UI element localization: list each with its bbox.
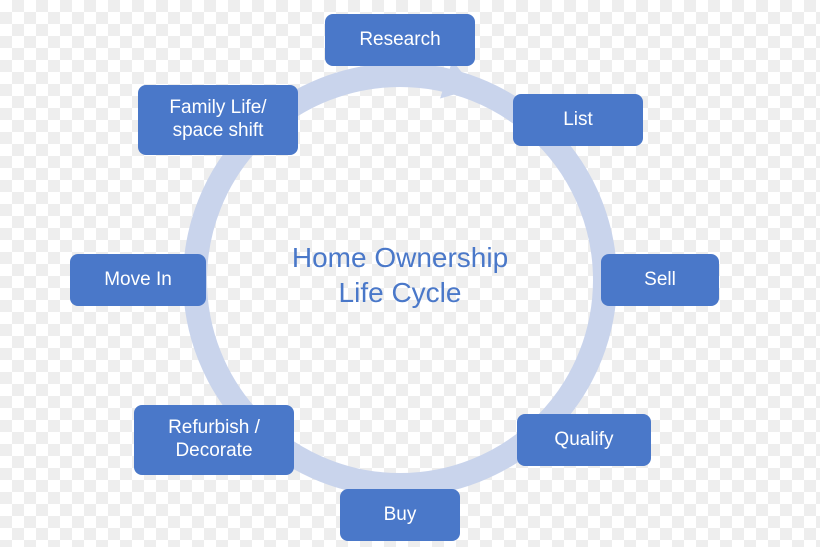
cycle-node-label: Sell <box>644 269 676 292</box>
cycle-node-label: Refurbish / Decorate <box>168 417 260 463</box>
cycle-node-refurbish: Refurbish / Decorate <box>134 405 294 475</box>
cycle-node-sell: Sell <box>601 254 719 306</box>
cycle-node-research: Research <box>325 14 475 66</box>
diagram-title: Home Ownership Life Cycle <box>240 240 560 310</box>
cycle-node-family: Family Life/ space shift <box>138 85 298 155</box>
cycle-node-label: Qualify <box>554 429 613 452</box>
cycle-node-label: Research <box>359 29 440 52</box>
cycle-node-list: List <box>513 94 643 146</box>
cycle-node-movein: Move In <box>70 254 206 306</box>
diagram-stage: Home Ownership Life Cycle Research List Se… <box>0 0 820 547</box>
cycle-node-label: Family Life/ space shift <box>169 97 266 143</box>
cycle-node-label: Buy <box>384 504 417 527</box>
cycle-node-qualify: Qualify <box>517 414 651 466</box>
cycle-node-label: List <box>563 109 593 132</box>
cycle-node-buy: Buy <box>340 489 460 541</box>
cycle-node-label: Move In <box>104 269 172 292</box>
